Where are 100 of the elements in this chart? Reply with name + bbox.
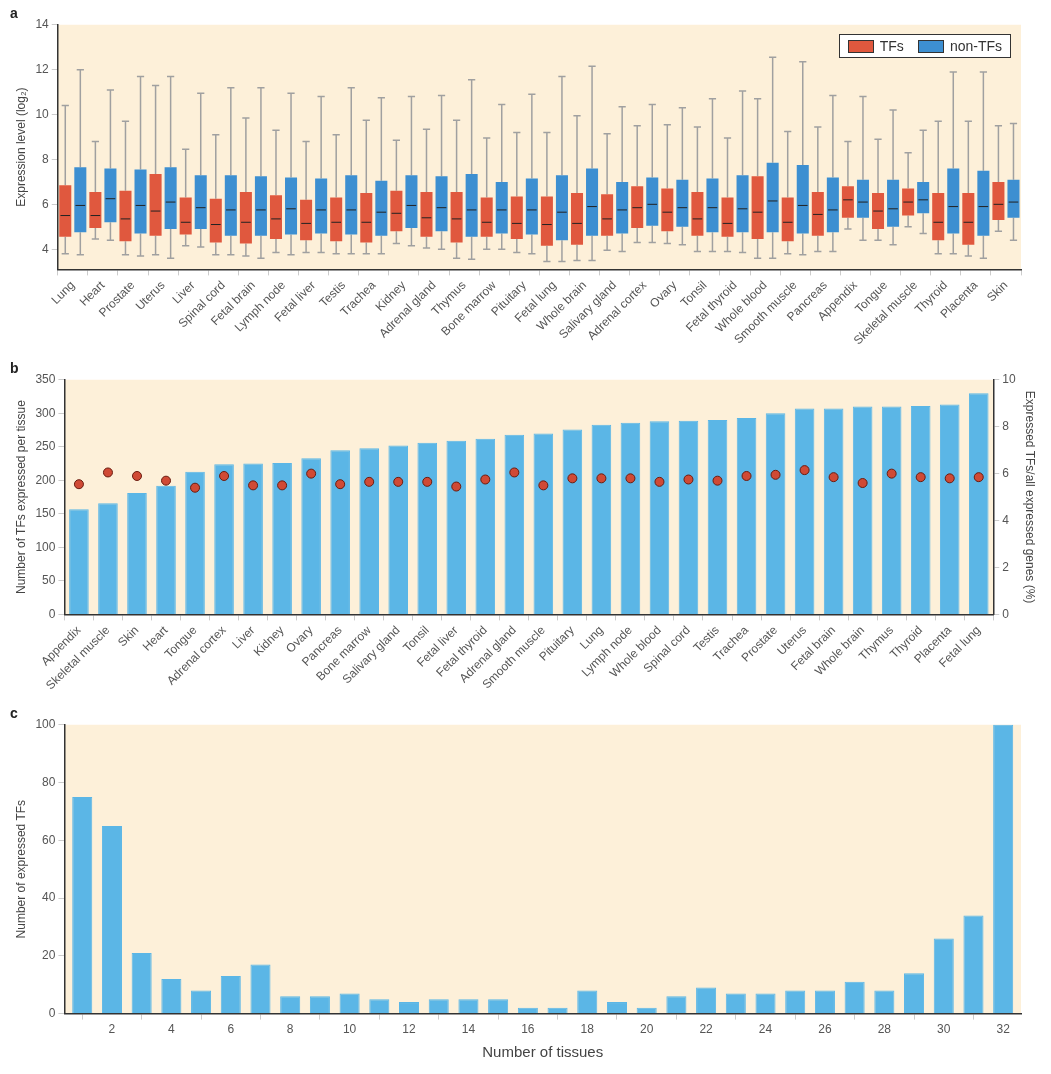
bar: [98, 503, 118, 614]
y-axis-title: Number of expressed TFs: [13, 799, 28, 939]
y2-tick-label: 0: [1002, 606, 1010, 621]
bar: [814, 990, 835, 1014]
bar: [785, 990, 806, 1014]
bar: [272, 462, 292, 614]
x-tick-label: 16: [521, 1022, 535, 1037]
y-tick-label: 10: [35, 106, 50, 121]
bar: [620, 422, 641, 614]
y-tick-label: 50: [42, 573, 56, 588]
chart-title: b: [10, 360, 19, 377]
y-tick-label: 100: [35, 717, 56, 732]
point: [596, 473, 607, 484]
x-axis-title: Number of tissues: [482, 1043, 604, 1061]
x-tick-label: 6: [227, 1022, 235, 1037]
y-tick-label: 8: [42, 151, 50, 166]
chart-title: c: [10, 705, 18, 722]
y-tick-label: 4: [42, 241, 50, 256]
bar: [939, 404, 960, 614]
bar: [369, 999, 390, 1014]
bar: [636, 1007, 657, 1014]
bar: [591, 424, 612, 614]
x-tick-label: 4: [168, 1022, 176, 1037]
bar: [577, 990, 598, 1014]
y-tick-label: 300: [35, 405, 56, 420]
x-tick-label: 12: [402, 1022, 417, 1037]
bar: [736, 418, 757, 614]
point: [509, 467, 520, 478]
legend-label: TFs: [879, 38, 904, 54]
legend-label: non-TFs: [949, 38, 1002, 54]
bar: [547, 1007, 568, 1014]
point: [857, 478, 868, 489]
bar: [649, 421, 670, 614]
point: [393, 476, 404, 487]
x-tick-label: 14: [461, 1022, 476, 1037]
point: [161, 475, 172, 486]
bar: [101, 825, 122, 1014]
point: [625, 473, 636, 484]
point: [190, 482, 201, 493]
y-tick-label: 200: [35, 472, 56, 487]
point: [683, 474, 694, 485]
bar: [904, 973, 925, 1014]
bar: [330, 450, 350, 614]
x-tick-label: 18: [580, 1022, 595, 1037]
bar: [874, 990, 895, 1014]
bar: [765, 413, 786, 614]
bar: [533, 433, 554, 614]
y-tick-label: 80: [42, 774, 56, 789]
bar: [933, 938, 954, 1014]
point: [277, 480, 288, 491]
bar: [220, 976, 241, 1014]
bar: [428, 999, 449, 1014]
bar: [881, 406, 902, 614]
bar: [417, 442, 438, 614]
point: [944, 473, 955, 484]
bar: [280, 996, 301, 1014]
point: [306, 468, 317, 479]
x-tick-label: 22: [699, 1022, 714, 1037]
bar: [399, 1002, 420, 1014]
point: [335, 479, 346, 490]
bar: [185, 471, 205, 614]
x-tick-label: 26: [818, 1022, 832, 1037]
bar: [301, 458, 321, 614]
point: [973, 472, 984, 483]
bar: [69, 509, 89, 614]
bar: [388, 445, 409, 614]
point: [131, 470, 142, 481]
point: [770, 469, 781, 480]
x-tick-label: 10: [342, 1022, 357, 1037]
x-tick-label: 28: [877, 1022, 892, 1037]
point: [102, 467, 113, 478]
y-tick-label: 6: [42, 196, 50, 211]
bar: [678, 420, 699, 614]
bar: [755, 993, 776, 1014]
point: [828, 472, 839, 483]
x-tick-label: 20: [640, 1022, 654, 1037]
point: [741, 470, 752, 481]
bar: [707, 420, 728, 614]
y2-tick-label: 2: [1002, 559, 1010, 574]
bar: [131, 952, 152, 1014]
y-tick-label: 0: [48, 606, 56, 621]
point: [73, 479, 84, 490]
x-tick-label: 32: [996, 1022, 1011, 1037]
bar: [517, 1007, 538, 1014]
y-tick-label: 14: [35, 17, 50, 32]
bar: [696, 987, 717, 1014]
bar: [504, 434, 525, 614]
bar: [339, 993, 360, 1014]
y-tick-label: 20: [42, 948, 56, 963]
point: [799, 465, 810, 476]
bar: [72, 797, 93, 1014]
point: [654, 476, 665, 487]
bar: [844, 981, 865, 1014]
y2-tick-label: 6: [1002, 465, 1010, 480]
y-tick-label: 250: [35, 439, 56, 454]
y-tick-label: 150: [35, 506, 56, 521]
bar: [309, 996, 330, 1014]
point: [567, 473, 578, 484]
bar: [910, 405, 931, 614]
x-tick-label: 2: [108, 1022, 116, 1037]
